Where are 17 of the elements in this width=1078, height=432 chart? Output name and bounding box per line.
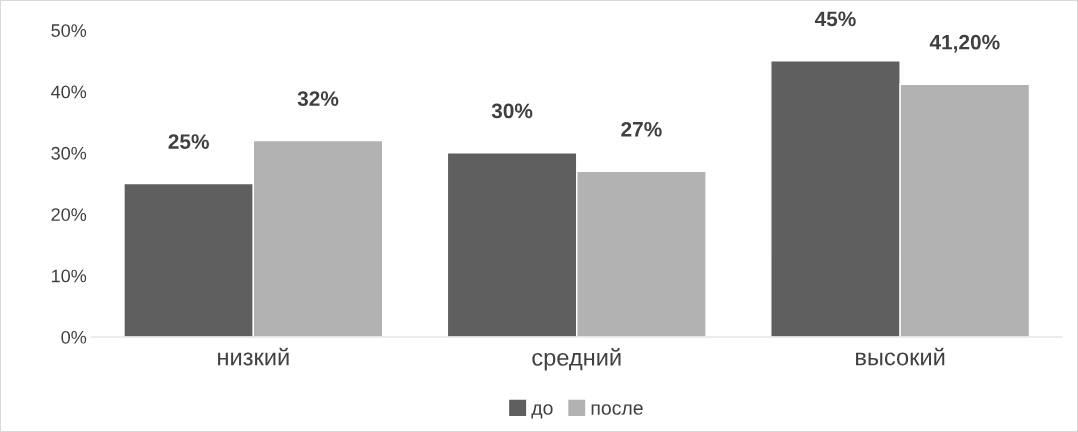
legend-label: после	[591, 404, 643, 415]
data-label: 45%	[814, 11, 856, 27]
y-tick-label: 20%	[51, 208, 87, 221]
y-tick-label: 10%	[52, 269, 87, 283]
data-label: 30%	[491, 103, 533, 119]
x-tick-label: высокий	[856, 347, 945, 366]
y-tick-label: 0%	[61, 330, 87, 344]
legend-label: до	[531, 404, 553, 419]
data-label: 41,20%	[929, 34, 1000, 53]
data-label: 27%	[621, 121, 662, 137]
y-tick-label: 30%	[51, 146, 87, 160]
y-tick-label: 40%	[51, 85, 87, 99]
data-label: 25%	[168, 134, 209, 149]
x-tick-label: средний	[532, 348, 621, 371]
y-tick-label: 50%	[51, 24, 87, 37]
data-label: 32%	[297, 91, 339, 107]
x-tick-label: низкий	[218, 347, 289, 366]
